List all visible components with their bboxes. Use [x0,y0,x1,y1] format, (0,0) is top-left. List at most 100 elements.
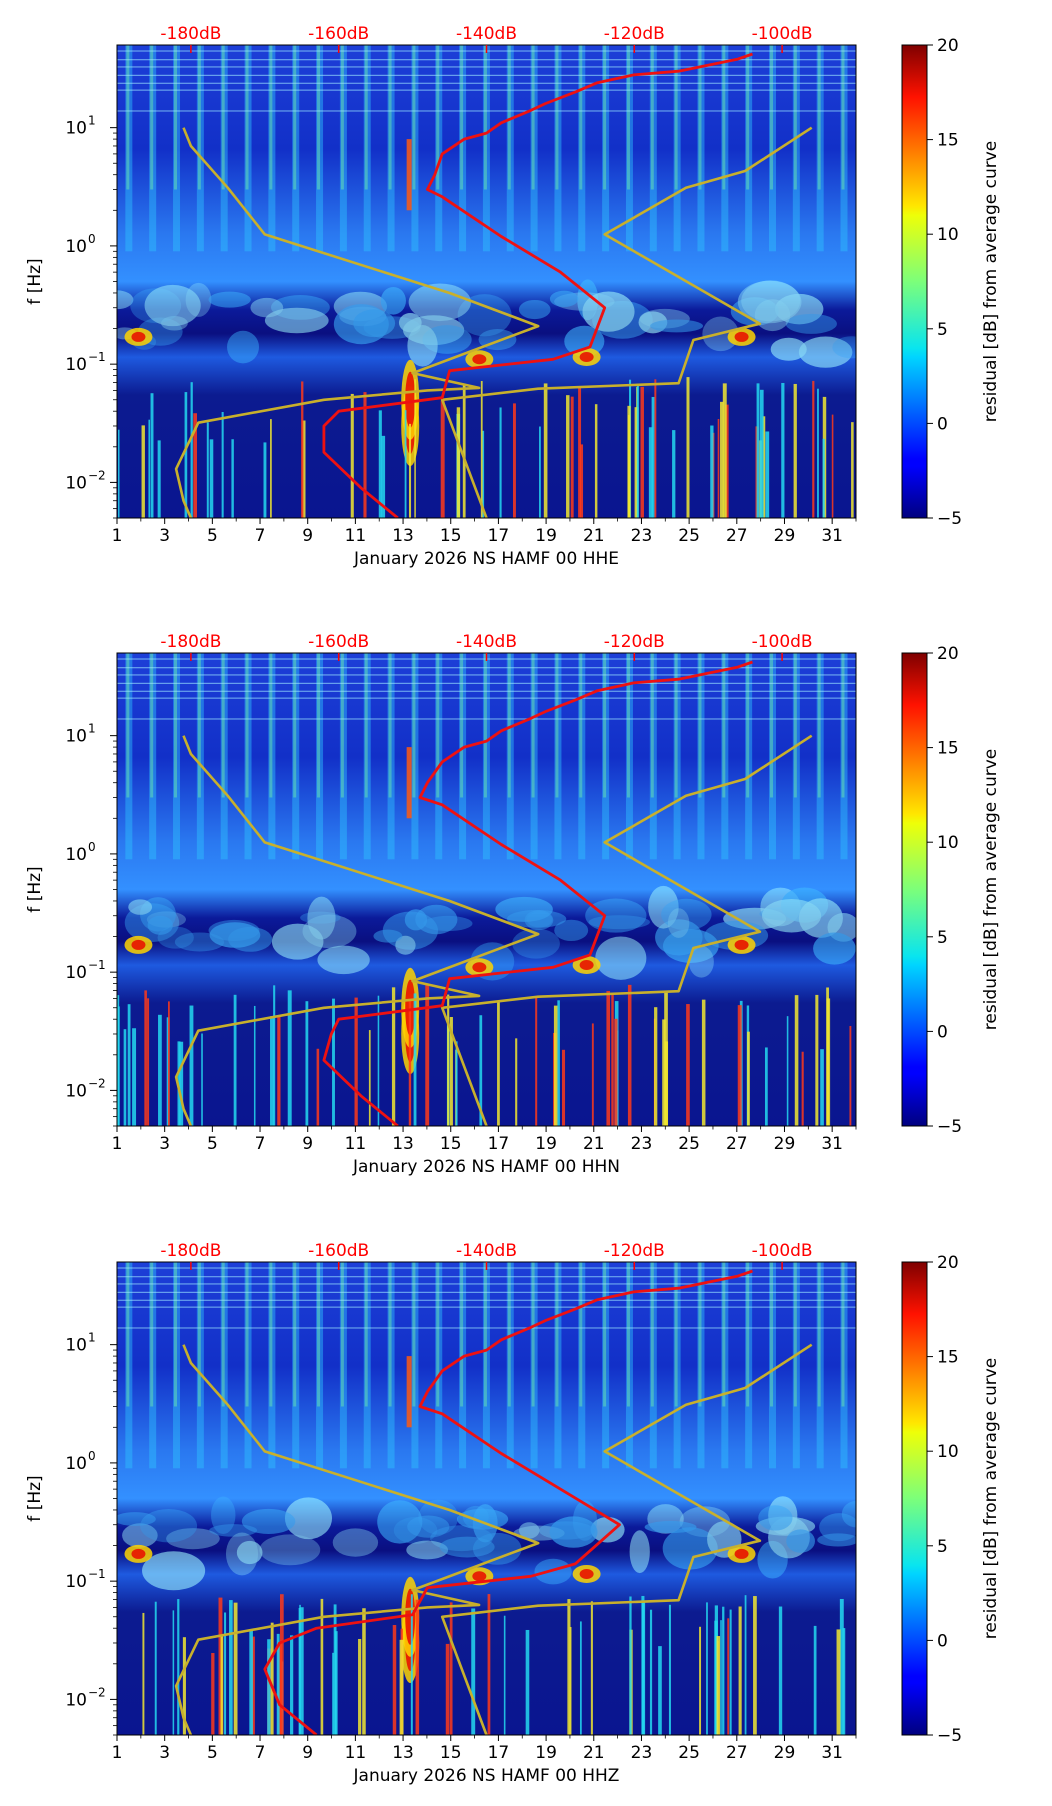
spectrogram-background [117,45,856,518]
top-db-label: -120dB [604,1241,665,1261]
y-tick-label: 10 [65,473,87,493]
y-tick-label: 10 [65,1454,87,1474]
x-tick-label: 29 [774,1743,796,1763]
x-tick-label: 27 [726,1743,748,1763]
x-tick-label: 23 [631,526,653,546]
long-period-spikes [142,1594,846,1735]
x-tick-label: 7 [255,1134,266,1154]
x-tick-label: 11 [345,1743,367,1763]
x-tick-label: 17 [488,1743,510,1763]
colorbar-gradient [901,652,928,1127]
x-tick-label: 11 [345,526,367,546]
daily-stripes [125,653,848,860]
spectrogram-background [117,653,856,1126]
colorbar-label: residual [dB] from average curve [981,749,1001,1030]
high-noise-model-curve [440,126,813,518]
y-tick-label: 10 [65,1572,87,1592]
x-axis-label: January 2026 NS HAMF 00 HHE [353,549,619,569]
top-db-label: -140dB [456,1241,517,1261]
x-tick-label: 3 [159,526,170,546]
top-db-label: -100dB [752,24,813,44]
x-tick-label: 29 [774,1134,796,1154]
x-tick-label: 21 [583,1743,605,1763]
spectrogram-image [117,1262,856,1735]
y-tick-label: 10 [65,119,87,139]
x-tick-label: 15 [440,1134,462,1154]
y-tick-exponent: 0 [88,1449,96,1463]
low-noise-model-curve [174,1344,540,1735]
x-tick-label: 19 [535,1134,557,1154]
top-db-label: -180dB [160,632,221,652]
event-column [406,747,412,819]
colorbar-tick-label: 0 [937,1631,948,1651]
event-column [406,1356,412,1428]
colorbar-label: residual [dB] from average curve [981,141,1001,422]
spectrogram-background [117,1262,856,1735]
top-db-label: -100dB [752,1241,813,1261]
x-tick-label: 25 [678,526,700,546]
colorbar-tick-label: 10 [937,833,959,853]
top-db-label: -100dB [752,632,813,652]
x-tick-label: 9 [302,1743,313,1763]
x-axis: 1 3 5 7 9 11 13 15 17 19 21 23 25 27 29 31 [112,518,857,546]
y-tick-exponent: 0 [88,232,96,246]
x-tick-label: 31 [821,1743,843,1763]
colorbar-tick-label: 20 [937,36,959,56]
colorbar: −5 0 5 10 15 20 residual [dB] from average cur… [901,644,1001,1137]
colorbar-tick-label: 5 [937,1537,948,1557]
x-tick-label: 15 [440,1743,462,1763]
colorbar-tick-label: 10 [937,225,959,245]
y-tick-exponent: −1 [88,1567,106,1581]
x-tick-label: 19 [535,1743,557,1763]
top-db-axis: -180dB -160dB -140dB -120dB -100dB [160,632,813,661]
x-tick-label: 25 [678,1134,700,1154]
median-psd-curve [322,52,753,518]
median-psd-curve [263,1269,753,1735]
x-tick-label: 5 [207,1134,218,1154]
high-noise-model-curve [440,734,813,1126]
x-tick-label: 17 [488,526,510,546]
colorbar-tick-label: 15 [937,739,959,759]
y-tick-label: 10 [65,237,87,257]
colorbar-label: residual [dB] from average curve [981,1358,1001,1639]
median-psd-curve [322,660,753,1126]
x-tick-label: 19 [535,526,557,546]
x-tick-label: 21 [583,526,605,546]
colorbar-tick-label: −5 [937,1726,962,1746]
y-tick-label: 10 [65,1081,87,1101]
x-tick-label: 23 [631,1134,653,1154]
colorbar: −5 0 5 10 15 20 residual [dB] from average cur… [901,36,1001,529]
y-axis-label: f [Hz] [25,1475,45,1521]
y-tick-label: 10 [65,1690,87,1710]
x-axis-label: January 2026 NS HAMF 00 HHZ [353,1766,620,1786]
x-tick-label: 13 [392,1743,414,1763]
x-tick-label: 31 [821,1134,843,1154]
microseism-band [117,1496,856,1591]
x-axis-label: January 2026 NS HAMF 00 HHN [352,1157,620,1177]
x-tick-label: 3 [159,1134,170,1154]
colorbar-tick-label: 10 [937,1442,959,1462]
y-tick-label: 10 [65,727,87,747]
x-tick-label: 17 [488,1134,510,1154]
x-tick-label: 25 [678,1743,700,1763]
y-tick-exponent: −2 [88,468,106,482]
y-axis-label: f [Hz] [25,258,45,304]
x-tick-label: 23 [631,1743,653,1763]
x-tick-label: 7 [255,1743,266,1763]
y-tick-exponent: 1 [88,1331,96,1345]
y-tick-label: 10 [65,845,87,865]
y-tick-label: 10 [65,1336,87,1356]
microseism-band [117,279,856,368]
top-db-label: -160dB [308,1241,369,1261]
top-db-label: -140dB [456,632,517,652]
x-tick-label: 15 [440,526,462,546]
colorbar-gradient [901,44,928,519]
colorbar-tick-label: 0 [937,1022,948,1042]
x-tick-label: 9 [302,526,313,546]
y-tick-exponent: −1 [88,958,106,972]
